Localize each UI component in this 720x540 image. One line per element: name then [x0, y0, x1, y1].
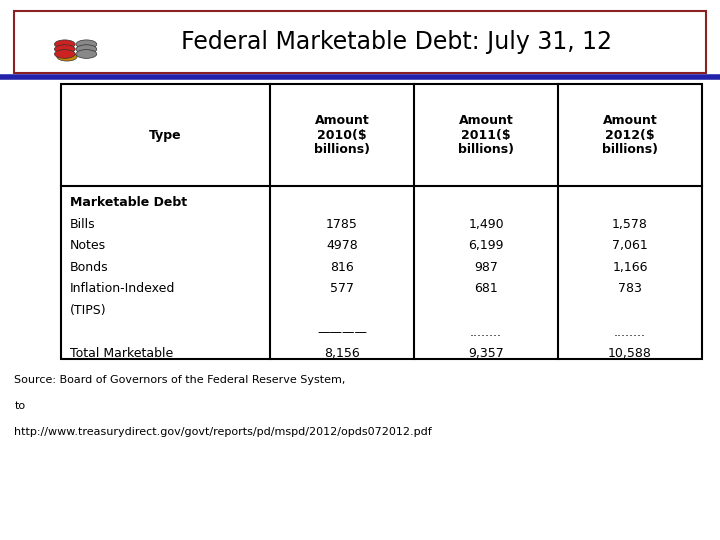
- Ellipse shape: [76, 40, 96, 49]
- Text: (TIPS): (TIPS): [70, 304, 107, 317]
- Ellipse shape: [55, 50, 75, 58]
- Ellipse shape: [57, 52, 77, 61]
- Text: Total Marketable: Total Marketable: [70, 347, 173, 360]
- Text: Inflation-Indexed: Inflation-Indexed: [70, 282, 175, 295]
- Ellipse shape: [76, 45, 96, 53]
- Ellipse shape: [55, 40, 75, 49]
- Text: http://www.treasurydirect.gov/govt/reports/pd/mspd/2012/opds072012.pdf: http://www.treasurydirect.gov/govt/repor…: [14, 427, 432, 437]
- Text: 681: 681: [474, 282, 498, 295]
- Text: Amount
2010($
billions): Amount 2010($ billions): [314, 113, 370, 157]
- Ellipse shape: [76, 50, 96, 58]
- Text: Amount
2012($
billions): Amount 2012($ billions): [602, 113, 658, 157]
- Text: Notes: Notes: [70, 239, 106, 252]
- FancyBboxPatch shape: [14, 11, 706, 73]
- Text: 10,588: 10,588: [608, 347, 652, 360]
- Text: 1,490: 1,490: [468, 218, 504, 231]
- Text: 987: 987: [474, 261, 498, 274]
- Text: to: to: [14, 401, 25, 411]
- Text: 816: 816: [330, 261, 354, 274]
- Text: 577: 577: [330, 282, 354, 295]
- Text: 783: 783: [618, 282, 642, 295]
- Text: 1,166: 1,166: [612, 261, 648, 274]
- Text: Bills: Bills: [70, 218, 96, 231]
- Text: Federal Marketable Debt: July 31, 12: Federal Marketable Debt: July 31, 12: [181, 30, 611, 53]
- Text: ........: ........: [614, 326, 646, 339]
- Text: 7,061: 7,061: [612, 239, 648, 252]
- Text: ........: ........: [470, 326, 502, 339]
- Text: 1785: 1785: [326, 218, 358, 231]
- Text: Marketable Debt: Marketable Debt: [70, 196, 187, 209]
- Text: Source: Board of Governors of the Federal Reserve System,: Source: Board of Governors of the Federa…: [14, 375, 346, 386]
- Text: 8,156: 8,156: [324, 347, 360, 360]
- Text: Amount
2011($
billions): Amount 2011($ billions): [458, 113, 514, 157]
- Text: Type: Type: [149, 129, 182, 141]
- Bar: [61, 84, 702, 359]
- Text: 9,357: 9,357: [468, 347, 504, 360]
- Ellipse shape: [55, 45, 75, 53]
- Text: Bonds: Bonds: [70, 261, 109, 274]
- Text: 1,578: 1,578: [612, 218, 648, 231]
- Text: 4978: 4978: [326, 239, 358, 252]
- Text: 6,199: 6,199: [468, 239, 504, 252]
- Text: ————: ————: [317, 326, 367, 339]
